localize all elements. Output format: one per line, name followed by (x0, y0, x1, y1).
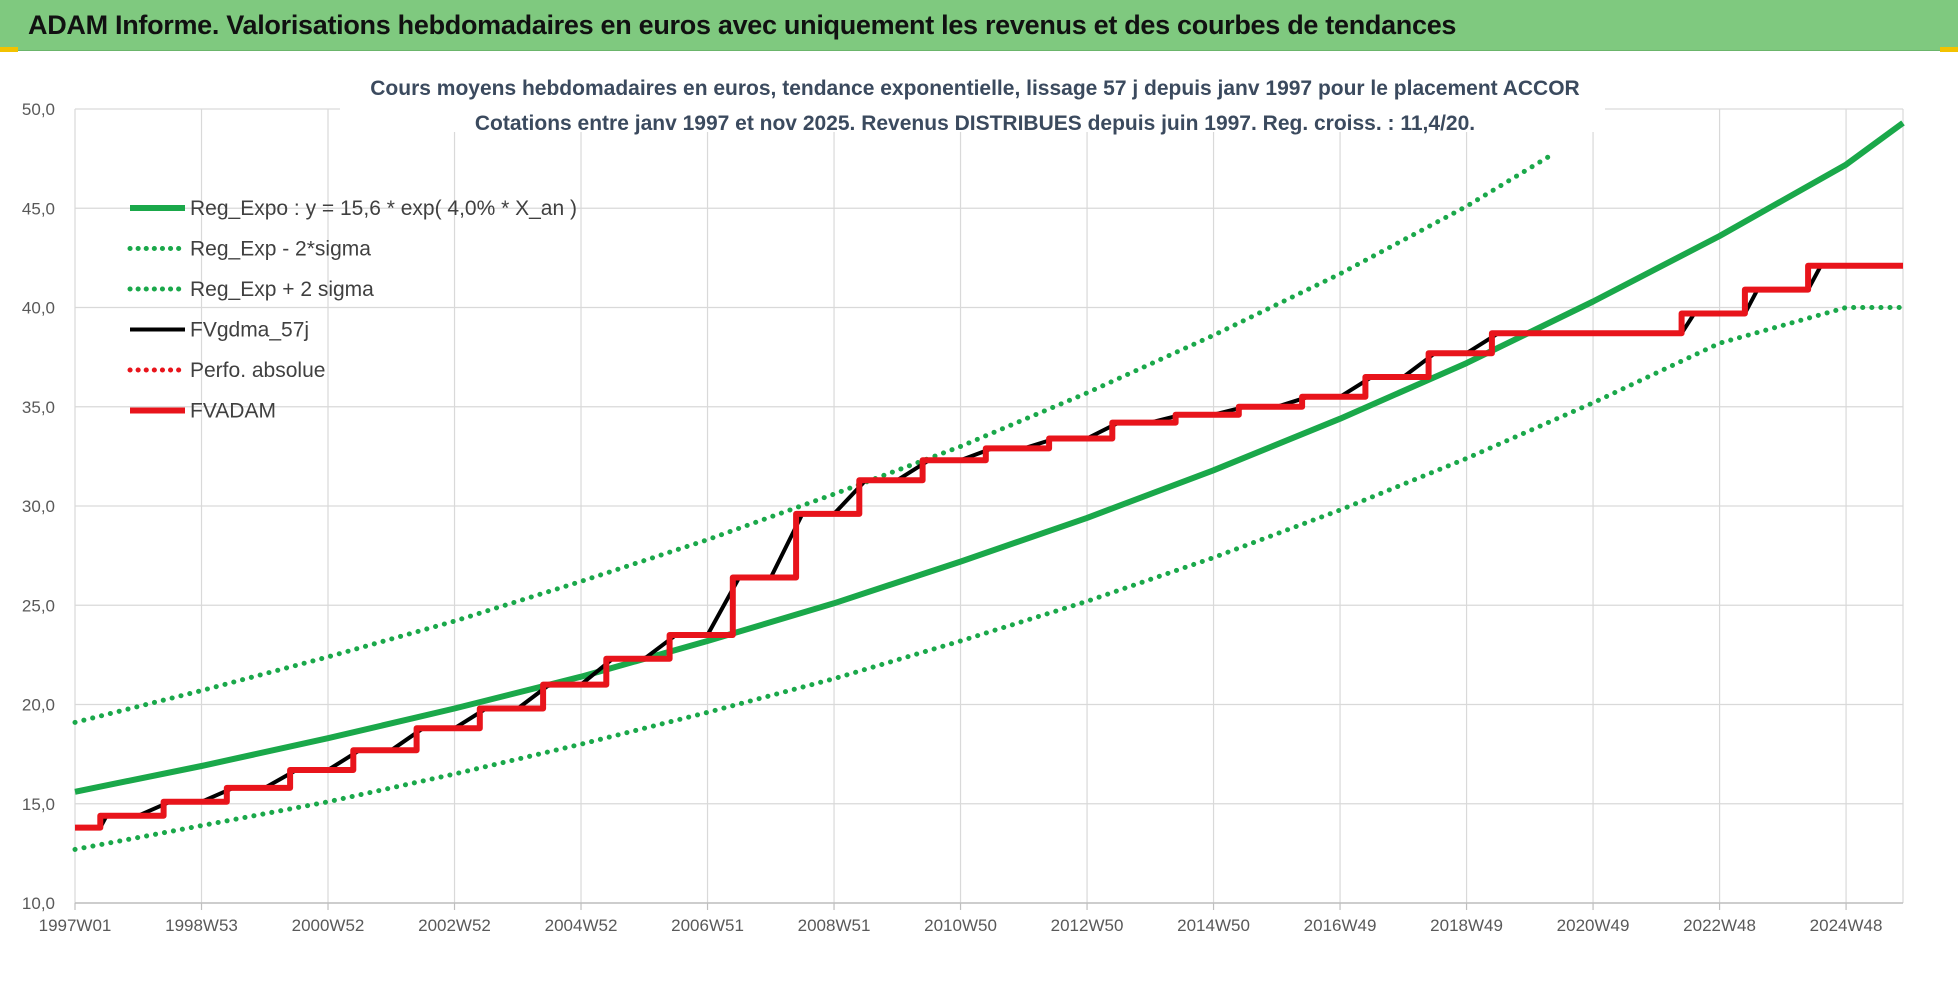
title-background (340, 68, 1605, 132)
x-tick-label: 2012W50 (1051, 916, 1124, 935)
y-tick-label: 25,0 (22, 596, 55, 615)
legend-label: Reg_Exp + 2 sigma (190, 278, 374, 301)
series-line-3 (75, 263, 1903, 830)
y-tick-label: 20,0 (22, 696, 55, 715)
grid (74, 108, 1904, 904)
report-title: ADAM Informe. Valorisations hebdomadaire… (28, 9, 1457, 40)
series-line-2 (72, 154, 1552, 725)
x-tick-label: 2024W48 (1810, 916, 1883, 935)
x-tick-label: 2018W49 (1430, 916, 1503, 935)
x-tick-label: 1997W01 (39, 916, 112, 935)
series-line-5 (75, 262, 1903, 831)
chart-area: 10,0 15,0 20,0 25,0 30,0 35,0 40,0 45,0 50,0 1997… (0, 51, 1958, 978)
x-tick-label: 2002W52 (418, 916, 491, 935)
axes: 10,0 15,0 20,0 25,0 30,0 35,0 40,0 45,0 50,0 1997… (22, 100, 1903, 935)
x-tick-label: 2004W52 (545, 916, 618, 935)
report-header: ADAM Informe. Valorisations hebdomadaire… (0, 0, 1958, 51)
y-tick-label: 15,0 (22, 795, 55, 814)
series-line-0 (74, 120, 1905, 795)
corner-marker-left (0, 47, 18, 52)
legend-label: Reg_Exp - 2*sigma (190, 238, 371, 261)
chart-title-line-2: Cotations entre janv 1997 et nov 2025. R… (475, 112, 1475, 135)
x-tick-label: 2006W51 (671, 916, 744, 935)
y-tick-label: 30,0 (22, 497, 55, 516)
y-tick-label: 35,0 (22, 398, 55, 417)
x-tick-label: 1998W53 (165, 916, 238, 935)
chart-svg: 10,0 15,0 20,0 25,0 30,0 35,0 40,0 45,0 50,0 1997… (22, 68, 1906, 935)
y-tick-label: 40,0 (22, 299, 55, 318)
legend-label: Reg_Expo : y = 15,6 * exp( 4,0% * X_an ) (190, 197, 577, 220)
y-tick-label: 10,0 (22, 894, 55, 913)
x-tick-label: 2008W51 (798, 916, 871, 935)
series-layer (72, 120, 1906, 852)
x-tick-label: 2000W52 (292, 916, 365, 935)
y-tick-label: 45,0 (22, 199, 55, 218)
x-tick-label: 2022W48 (1683, 916, 1756, 935)
x-tick-label: 2020W49 (1557, 916, 1630, 935)
x-tick-label: 2016W49 (1304, 916, 1377, 935)
y-tick-label: 50,0 (22, 100, 55, 119)
x-tick-label: 2014W50 (1177, 916, 1250, 935)
legend-label: Perfo. absolue (190, 359, 325, 382)
corner-marker-right (1940, 47, 1958, 52)
x-tick-label: 2010W50 (924, 916, 997, 935)
chart-title-line-1: Cours moyens hebdomadaires en euros, ten… (370, 77, 1579, 100)
legend-label: FVADAM (190, 400, 276, 423)
series-line-1 (72, 305, 1906, 852)
legend-label: FVgdma_57j (190, 319, 309, 342)
legend: Reg_Expo : y = 15,6 * exp( 4,0% * X_an )… (127, 197, 577, 423)
